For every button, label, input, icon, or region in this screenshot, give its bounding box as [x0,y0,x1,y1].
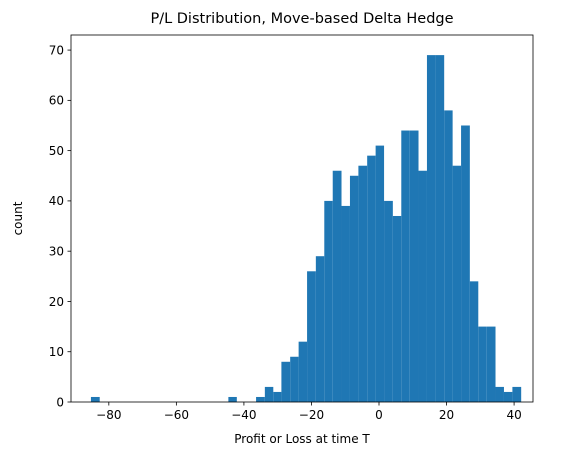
x-tick-label: −20 [299,408,324,422]
histogram-bar [426,55,436,402]
histogram-bar [358,165,368,402]
y-axis-ticks: 0 10 20 30 40 50 60 70 [49,43,71,409]
histogram-bar [486,326,496,402]
histogram-bar [349,175,359,402]
histogram-bar [298,341,308,402]
x-tick-label: −60 [164,408,189,422]
histogram-bar [435,55,445,402]
histogram-bar [256,396,265,402]
histogram-bar [392,215,402,402]
y-tick-label: 60 [49,94,64,108]
y-tick-label: 10 [49,345,64,359]
x-tick-label: 20 [439,408,454,422]
y-tick-label: 0 [56,395,64,409]
histogram-bar [384,200,393,402]
histogram-bar [332,170,342,402]
histogram-bar [307,271,316,402]
x-axis-ticks: −80 −60 −40 −20 0 20 40 [96,402,522,422]
x-tick-label: 40 [506,408,521,422]
x-tick-label: −40 [231,408,256,422]
histogram-bar [264,386,274,402]
y-tick-label: 20 [49,295,64,309]
y-tick-label: 30 [49,244,64,258]
histogram-bar [461,125,470,402]
y-tick-label: 40 [49,194,64,208]
histogram-bar [315,256,325,402]
histogram-bar [452,165,462,402]
histogram-bar [367,155,376,402]
plot-frame [70,34,534,403]
x-tick-label: −80 [96,408,121,422]
histogram-bar [375,145,385,403]
histogram-bar [401,130,410,402]
histogram-bar [495,386,504,402]
histogram-bar [324,200,333,402]
histogram-bar [228,396,237,402]
histogram-bar [290,356,299,402]
y-axis-label: count [11,201,25,235]
histogram-bar [503,391,513,402]
y-tick-label: 70 [49,43,64,57]
y-tick-label: 50 [49,144,64,158]
histogram-bar [341,205,350,402]
histogram-bar [273,391,282,402]
histogram-bars [90,55,522,403]
x-tick-label: 0 [375,408,383,422]
histogram-bar [469,281,479,402]
histogram-bar [444,110,453,403]
x-axis-label: Profit or Loss at time T [234,432,370,446]
histogram-bar [512,386,522,402]
histogram-bar [281,361,291,402]
chart-title: P/L Distribution, Move-based Delta Hedge [150,11,453,27]
histogram-bar [90,396,100,402]
histogram-bar [478,326,487,402]
histogram-bar [409,130,419,402]
histogram-bar [418,170,427,402]
